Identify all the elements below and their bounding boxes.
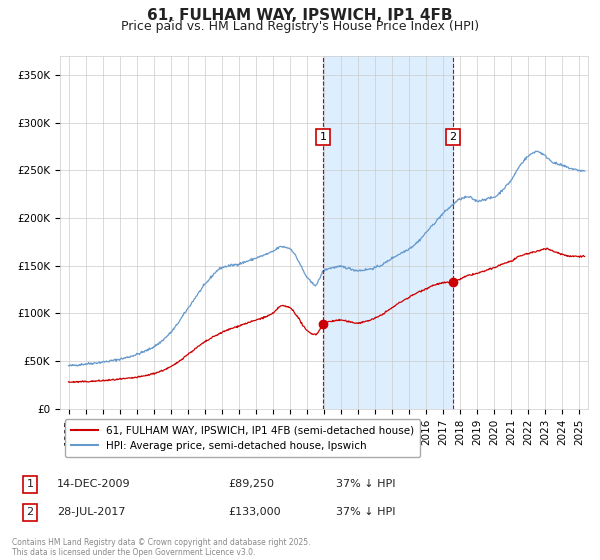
Text: 1: 1	[26, 479, 34, 489]
Text: 61, FULHAM WAY, IPSWICH, IP1 4FB: 61, FULHAM WAY, IPSWICH, IP1 4FB	[147, 8, 453, 24]
Text: 37% ↓ HPI: 37% ↓ HPI	[336, 479, 395, 489]
Text: 2: 2	[449, 132, 457, 142]
Text: 14-DEC-2009: 14-DEC-2009	[57, 479, 131, 489]
Text: 1: 1	[320, 132, 327, 142]
Text: 37% ↓ HPI: 37% ↓ HPI	[336, 507, 395, 517]
Text: 28-JUL-2017: 28-JUL-2017	[57, 507, 125, 517]
Bar	[323, 56, 453, 409]
Text: Contains HM Land Registry data © Crown copyright and database right 2025.
This d: Contains HM Land Registry data © Crown c…	[12, 538, 311, 557]
Legend: 61, FULHAM WAY, IPSWICH, IP1 4FB (semi-detached house), HPI: Average price, semi: 61, FULHAM WAY, IPSWICH, IP1 4FB (semi-d…	[65, 419, 420, 457]
Text: £133,000: £133,000	[228, 507, 281, 517]
Text: 2: 2	[26, 507, 34, 517]
Text: £89,250: £89,250	[228, 479, 274, 489]
Text: Price paid vs. HM Land Registry's House Price Index (HPI): Price paid vs. HM Land Registry's House …	[121, 20, 479, 32]
